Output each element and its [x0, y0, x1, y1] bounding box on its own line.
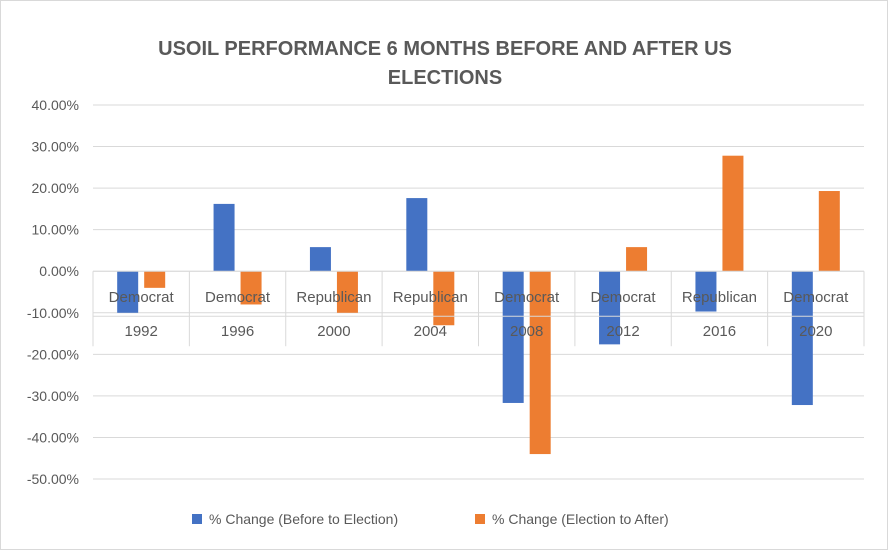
bars [117, 155, 840, 455]
bar-after-2016 [722, 155, 744, 272]
party-label: Democrat [494, 289, 560, 306]
party-label: Republican [296, 289, 371, 306]
year-label: 1992 [125, 323, 158, 340]
y-tick-label: -30.00% [27, 388, 79, 404]
year-label: 2000 [317, 323, 350, 340]
bar-after-2020 [818, 191, 840, 272]
party-label: Democrat [783, 289, 849, 306]
y-tick-label: 40.00% [32, 97, 79, 113]
y-tick-label: -50.00% [27, 471, 79, 487]
legend: % Change (Before to Election) % Change (E… [192, 511, 669, 527]
y-tick-label: 0.00% [39, 263, 79, 279]
bar-after-1996 [240, 271, 262, 305]
bar-before-2000 [309, 247, 331, 272]
bar-before-2012 [599, 271, 621, 345]
year-label: 1996 [221, 323, 254, 340]
y-tick-label: -10.00% [27, 305, 79, 321]
bar-after-2004 [433, 271, 455, 326]
bar-before-2004 [406, 198, 428, 272]
bar-before-1996 [213, 203, 235, 272]
legend-swatch-1 [192, 514, 202, 524]
chart-title-line-2: ELECTIONS [388, 67, 502, 89]
legend-label-1: % Change (Before to Election) [209, 511, 398, 527]
y-tick-label: 30.00% [32, 139, 79, 155]
year-label: 2020 [799, 323, 832, 340]
party-label: Democrat [205, 289, 271, 306]
party-label: Republican [682, 289, 757, 306]
bar-after-1992 [144, 271, 166, 288]
year-label: 2012 [606, 323, 639, 340]
bar-before-2020 [791, 271, 813, 406]
y-tick-label: -20.00% [27, 346, 79, 362]
bar-after-2000 [336, 271, 358, 313]
year-label: 2016 [703, 323, 736, 340]
bar-before-2016 [695, 271, 717, 312]
y-tick-label: 20.00% [32, 180, 79, 196]
bar-after-2008 [529, 271, 551, 455]
chart-title-line-1: USOIL PERFORMANCE 6 MONTHS BEFORE AND AF… [158, 38, 732, 60]
bar-before-2008 [502, 271, 524, 403]
legend-swatch-2 [475, 514, 485, 524]
party-label: Democrat [591, 289, 657, 306]
y-axis-ticks: 40.00% 30.00% 20.00% 10.00% 0.00% -10.00% -20.… [27, 97, 79, 487]
chart-title: USOIL PERFORMANCE 6 MONTHS BEFORE AND AF… [158, 38, 732, 89]
year-label: 2008 [510, 323, 543, 340]
legend-label-2: % Change (Election to After) [492, 511, 669, 527]
y-tick-label: -40.00% [27, 429, 79, 445]
category-axis: Democrat 1992 Democrat 1996 Republican 2000 Re… [92, 270, 865, 347]
bar-before-1992 [117, 271, 139, 313]
year-label: 2004 [414, 323, 447, 340]
party-label: Democrat [109, 289, 175, 306]
y-tick-label: 10.00% [32, 222, 79, 238]
bar-after-2012 [626, 247, 648, 272]
party-label: Republican [393, 289, 468, 306]
